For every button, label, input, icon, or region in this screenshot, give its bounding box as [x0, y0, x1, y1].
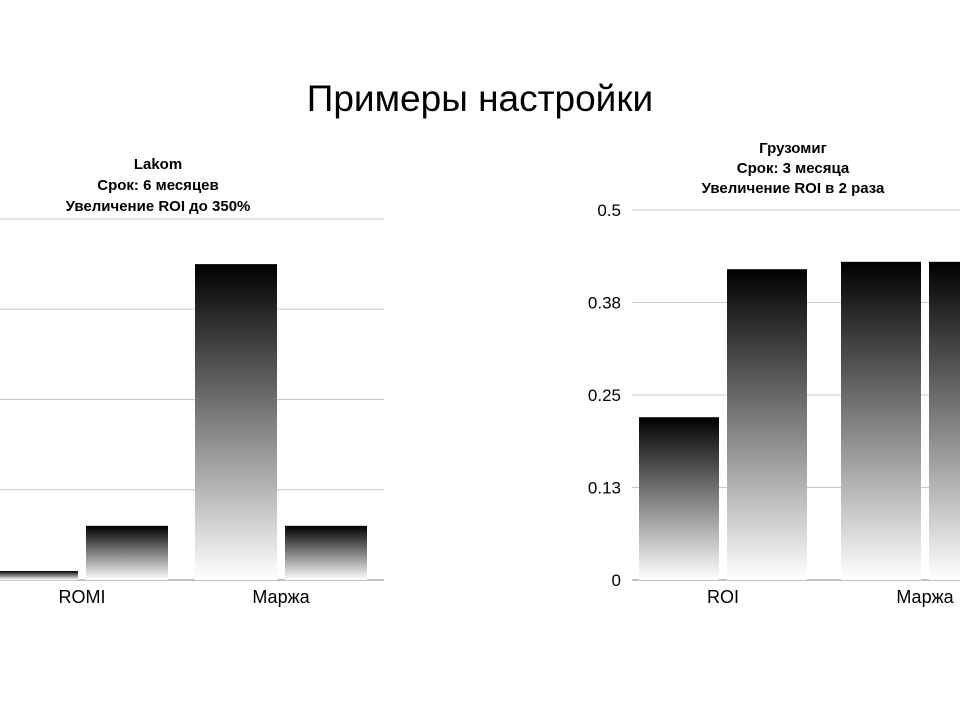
slide-title: Примеры настройки [306, 78, 654, 119]
y-tick-label: 0 [612, 571, 621, 590]
chart-title-line: Увеличение ROI до 350% [66, 198, 251, 215]
category-label: Маржа [896, 587, 954, 607]
y-tick-label: 0.5 [597, 201, 621, 220]
chart-lakom: Lakom Срок: 6 месяцев Увеличение ROI до 35… [0, 156, 384, 607]
category-label: ROI [707, 587, 739, 607]
bar-маржа-series-1 [195, 264, 277, 580]
chart-title-line: Lakom [134, 156, 182, 173]
bar-romi-series-2 [86, 525, 168, 580]
bar-roi-series-1 [639, 417, 719, 580]
bar-romi-series-1 [0, 570, 78, 580]
bar-roi-series-2 [727, 269, 807, 580]
chart-gruzomig: Грузомиг Срок: 3 месяца Увеличение ROI в 2… [588, 140, 960, 607]
chart-title-line: Срок: 3 месяца [737, 160, 850, 177]
y-tick-label: 0.13 [588, 479, 621, 498]
chart-title-line: Срок: 6 месяцев [97, 177, 218, 194]
bar-маржа-series-1 [841, 261, 921, 580]
y-tick-label: 0.25 [588, 386, 621, 405]
category-label: ROMI [59, 587, 106, 607]
bar-маржа-series-2 [285, 525, 367, 580]
category-label: Маржа [252, 587, 310, 607]
chart-title-line: Увеличение ROI в 2 раза [702, 180, 885, 197]
y-tick-label: 0.38 [588, 294, 621, 313]
chart-title-line: Грузомиг [759, 140, 827, 157]
bar-маржа-series-2 [929, 261, 960, 580]
